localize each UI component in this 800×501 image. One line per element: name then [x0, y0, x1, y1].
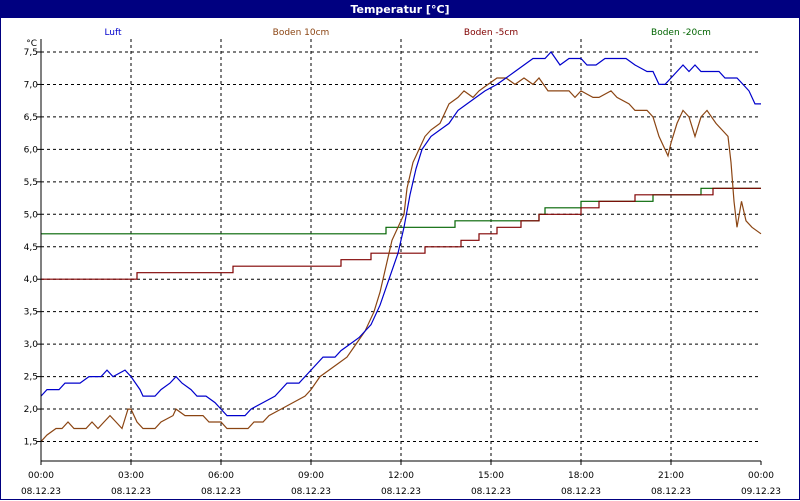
grid — [41, 39, 761, 461]
y-tick-label: 4,0 — [24, 275, 39, 285]
x-tick-time: 00:00 — [28, 471, 54, 481]
x-tick-date: 08.12.23 — [21, 487, 61, 497]
x-tick-time: 15:00 — [478, 471, 504, 481]
x-tick-time: 21:00 — [658, 471, 684, 481]
y-tick-label: 7,0 — [24, 80, 39, 90]
x-tick-date: 08.12.23 — [291, 487, 331, 497]
x-tick-time: 18:00 — [568, 471, 594, 481]
legend-item-luft: Luft — [104, 28, 122, 38]
y-tick-label: 3,5 — [24, 308, 38, 318]
series-line-boden-10cm — [40, 77, 762, 442]
series-line-luft — [40, 51, 761, 417]
x-tick-date: 08.12.23 — [471, 487, 511, 497]
x-tick-time: 09:00 — [298, 471, 324, 481]
x-tick-date: 08.12.23 — [111, 487, 151, 497]
x-tick-date: 08.12.23 — [381, 487, 421, 497]
series-line-boden-5cm — [41, 187, 761, 280]
chart-title: Temperatur [°C] — [1, 1, 799, 18]
y-tick-label: 5,0 — [24, 210, 39, 220]
x-tick-date: 08.12.23 — [651, 487, 691, 497]
x-tick-date: 08.12.23 — [201, 487, 241, 497]
x-tick-date: 08.12.23 — [561, 487, 601, 497]
y-unit-label: °C — [26, 39, 37, 49]
y-tick-label: 5,5 — [24, 178, 38, 188]
y-tick-label: 6,5 — [24, 113, 38, 123]
x-tick-time: 06:00 — [208, 471, 234, 481]
legend-item-boden-10cm: Boden 10cm — [273, 28, 330, 38]
series-lines — [40, 51, 762, 442]
x-tick-time: 03:00 — [118, 471, 144, 481]
y-tick-label: 4,5 — [24, 243, 38, 253]
legend-item-boden-20cm: Boden -20cm — [651, 28, 711, 38]
y-tick-label: 7,5 — [24, 48, 38, 58]
x-tick-date: 09.12.23 — [741, 487, 781, 497]
y-tick-label: 3,0 — [24, 340, 39, 350]
legend-item-boden-5cm: Boden -5cm — [464, 28, 518, 38]
y-tick-label: 2,0 — [24, 405, 39, 415]
legend: Luft Boden 10cm Boden -5cm Boden -20cm — [104, 28, 711, 38]
axes: 00:00 08.12.23 03:00 08.12.23 06:00 08.12.23 0… — [21, 39, 781, 497]
y-tick-label: 1,5 — [24, 438, 38, 448]
y-tick-label: 2,5 — [24, 373, 38, 383]
x-tick-time: 12:00 — [388, 471, 414, 481]
y-tick-label: 6,0 — [24, 145, 39, 155]
x-tick-time: 00:00 — [748, 471, 774, 481]
